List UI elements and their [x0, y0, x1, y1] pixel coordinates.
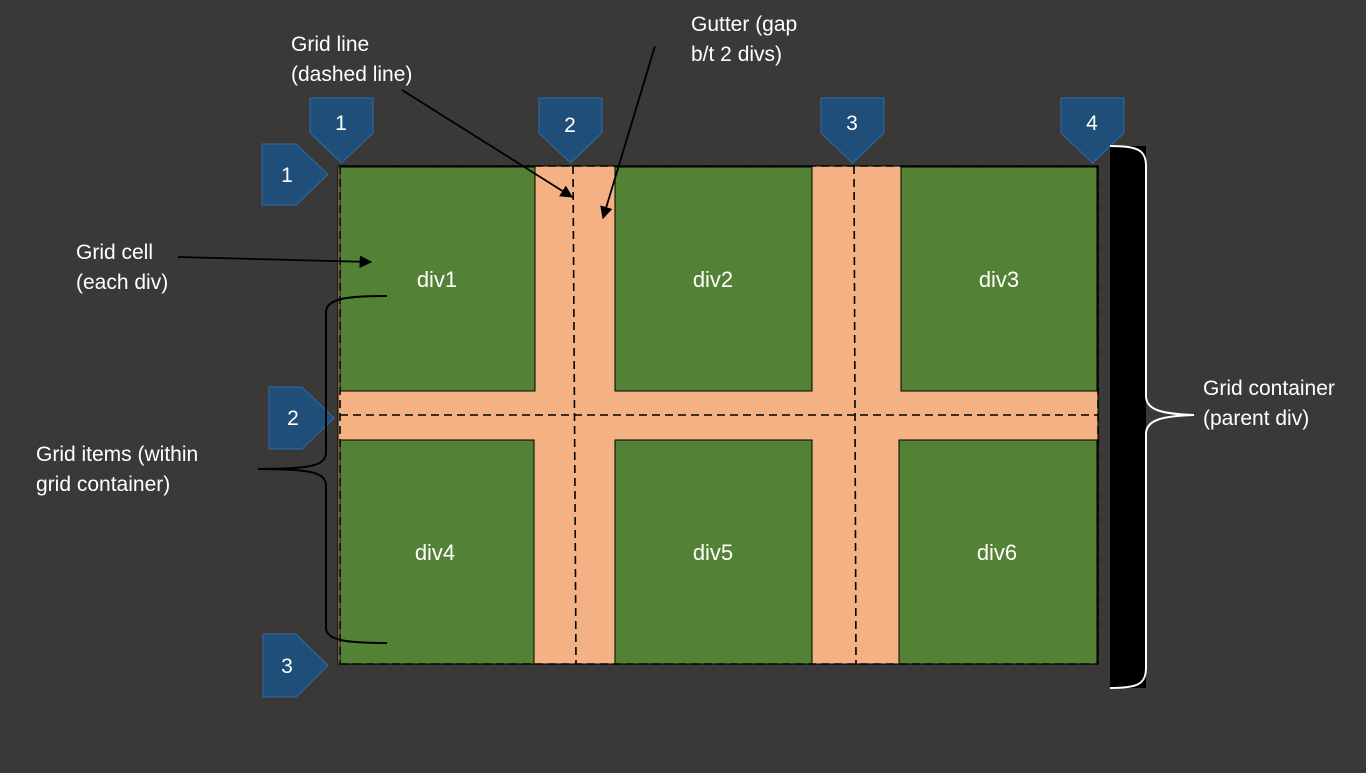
grid-lines	[339, 165, 1099, 665]
row-marker-3-label: 3	[281, 655, 293, 678]
grid-cells	[339, 166, 1098, 665]
grid-cell-annotation-line2: (each div)	[76, 271, 169, 294]
column-marker-2: 2	[538, 97, 603, 164]
grid-cell-div5	[614, 439, 813, 665]
cell-label-div5: div5	[693, 540, 733, 565]
column-marker-4-label: 4	[1086, 112, 1098, 135]
gutter-annotation-line1: Gutter (gap	[691, 13, 798, 36]
grid-cell-div6	[898, 439, 1098, 665]
grid-items-annotation-line1: Grid items (within	[36, 443, 199, 466]
grid-cell-annotation-line1: Grid cell	[76, 241, 154, 264]
grid-cell-div2	[614, 166, 813, 392]
row-marker-1: 1	[261, 143, 329, 206]
grid-line-annotation-line2: (dashed line)	[291, 63, 413, 86]
grid-cell-arrow	[177, 255, 373, 269]
grid-container-annotation: Grid container (parent div)	[1203, 374, 1335, 434]
row-marker-3: 3	[262, 633, 329, 698]
cell-label-div1: div1	[417, 267, 457, 292]
annotation-arrows	[177, 45, 656, 269]
column-marker-4: 4	[1060, 97, 1125, 164]
cell-label-div3: div3	[979, 267, 1019, 292]
gutter-arrow	[600, 45, 656, 220]
cell-label-div2: div2	[693, 267, 733, 292]
column-marker-2-label: 2	[564, 114, 576, 137]
row-marker-2-label: 2	[287, 407, 299, 430]
grid-items-annotation: Grid items (within grid container)	[36, 440, 198, 500]
gutter-annotation-line2: b/t 2 divs)	[691, 43, 783, 66]
grid-container-annotation-line1: Grid container	[1203, 377, 1335, 400]
grid-cell-div3	[900, 166, 1098, 392]
column-marker-3: 3	[820, 97, 885, 164]
column-marker-3-label: 3	[846, 112, 858, 135]
column-line-markers: 1 2 3 4	[309, 97, 1125, 164]
gutter-annotation: Gutter (gap b/t 2 divs)	[691, 10, 797, 70]
grid-line-arrow	[401, 89, 574, 198]
grid-container-bar	[1110, 146, 1146, 688]
grid-container-brace	[1109, 145, 1195, 689]
row-marker-1-label: 1	[281, 164, 293, 187]
grid-container-annotation-line2: (parent div)	[1203, 407, 1310, 430]
column-marker-1-label: 1	[335, 112, 347, 135]
grid-line-annotation-line1: Grid line	[291, 33, 370, 56]
column-marker-1: 1	[309, 97, 374, 164]
grid-cell-annotation: Grid cell (each div)	[76, 238, 168, 298]
grid-line-annotation: Grid line (dashed line)	[291, 30, 412, 90]
grid-cell-div4	[339, 439, 535, 665]
grid-items-brace	[257, 295, 388, 644]
grid-cell-div1	[339, 166, 536, 392]
row-line-markers: 1 2 3	[261, 143, 335, 698]
row-marker-2: 2	[268, 386, 335, 450]
cell-label-div6: div6	[977, 540, 1017, 565]
grid-items-annotation-line2: grid container)	[36, 473, 171, 496]
cell-label-div4: div4	[415, 540, 455, 565]
